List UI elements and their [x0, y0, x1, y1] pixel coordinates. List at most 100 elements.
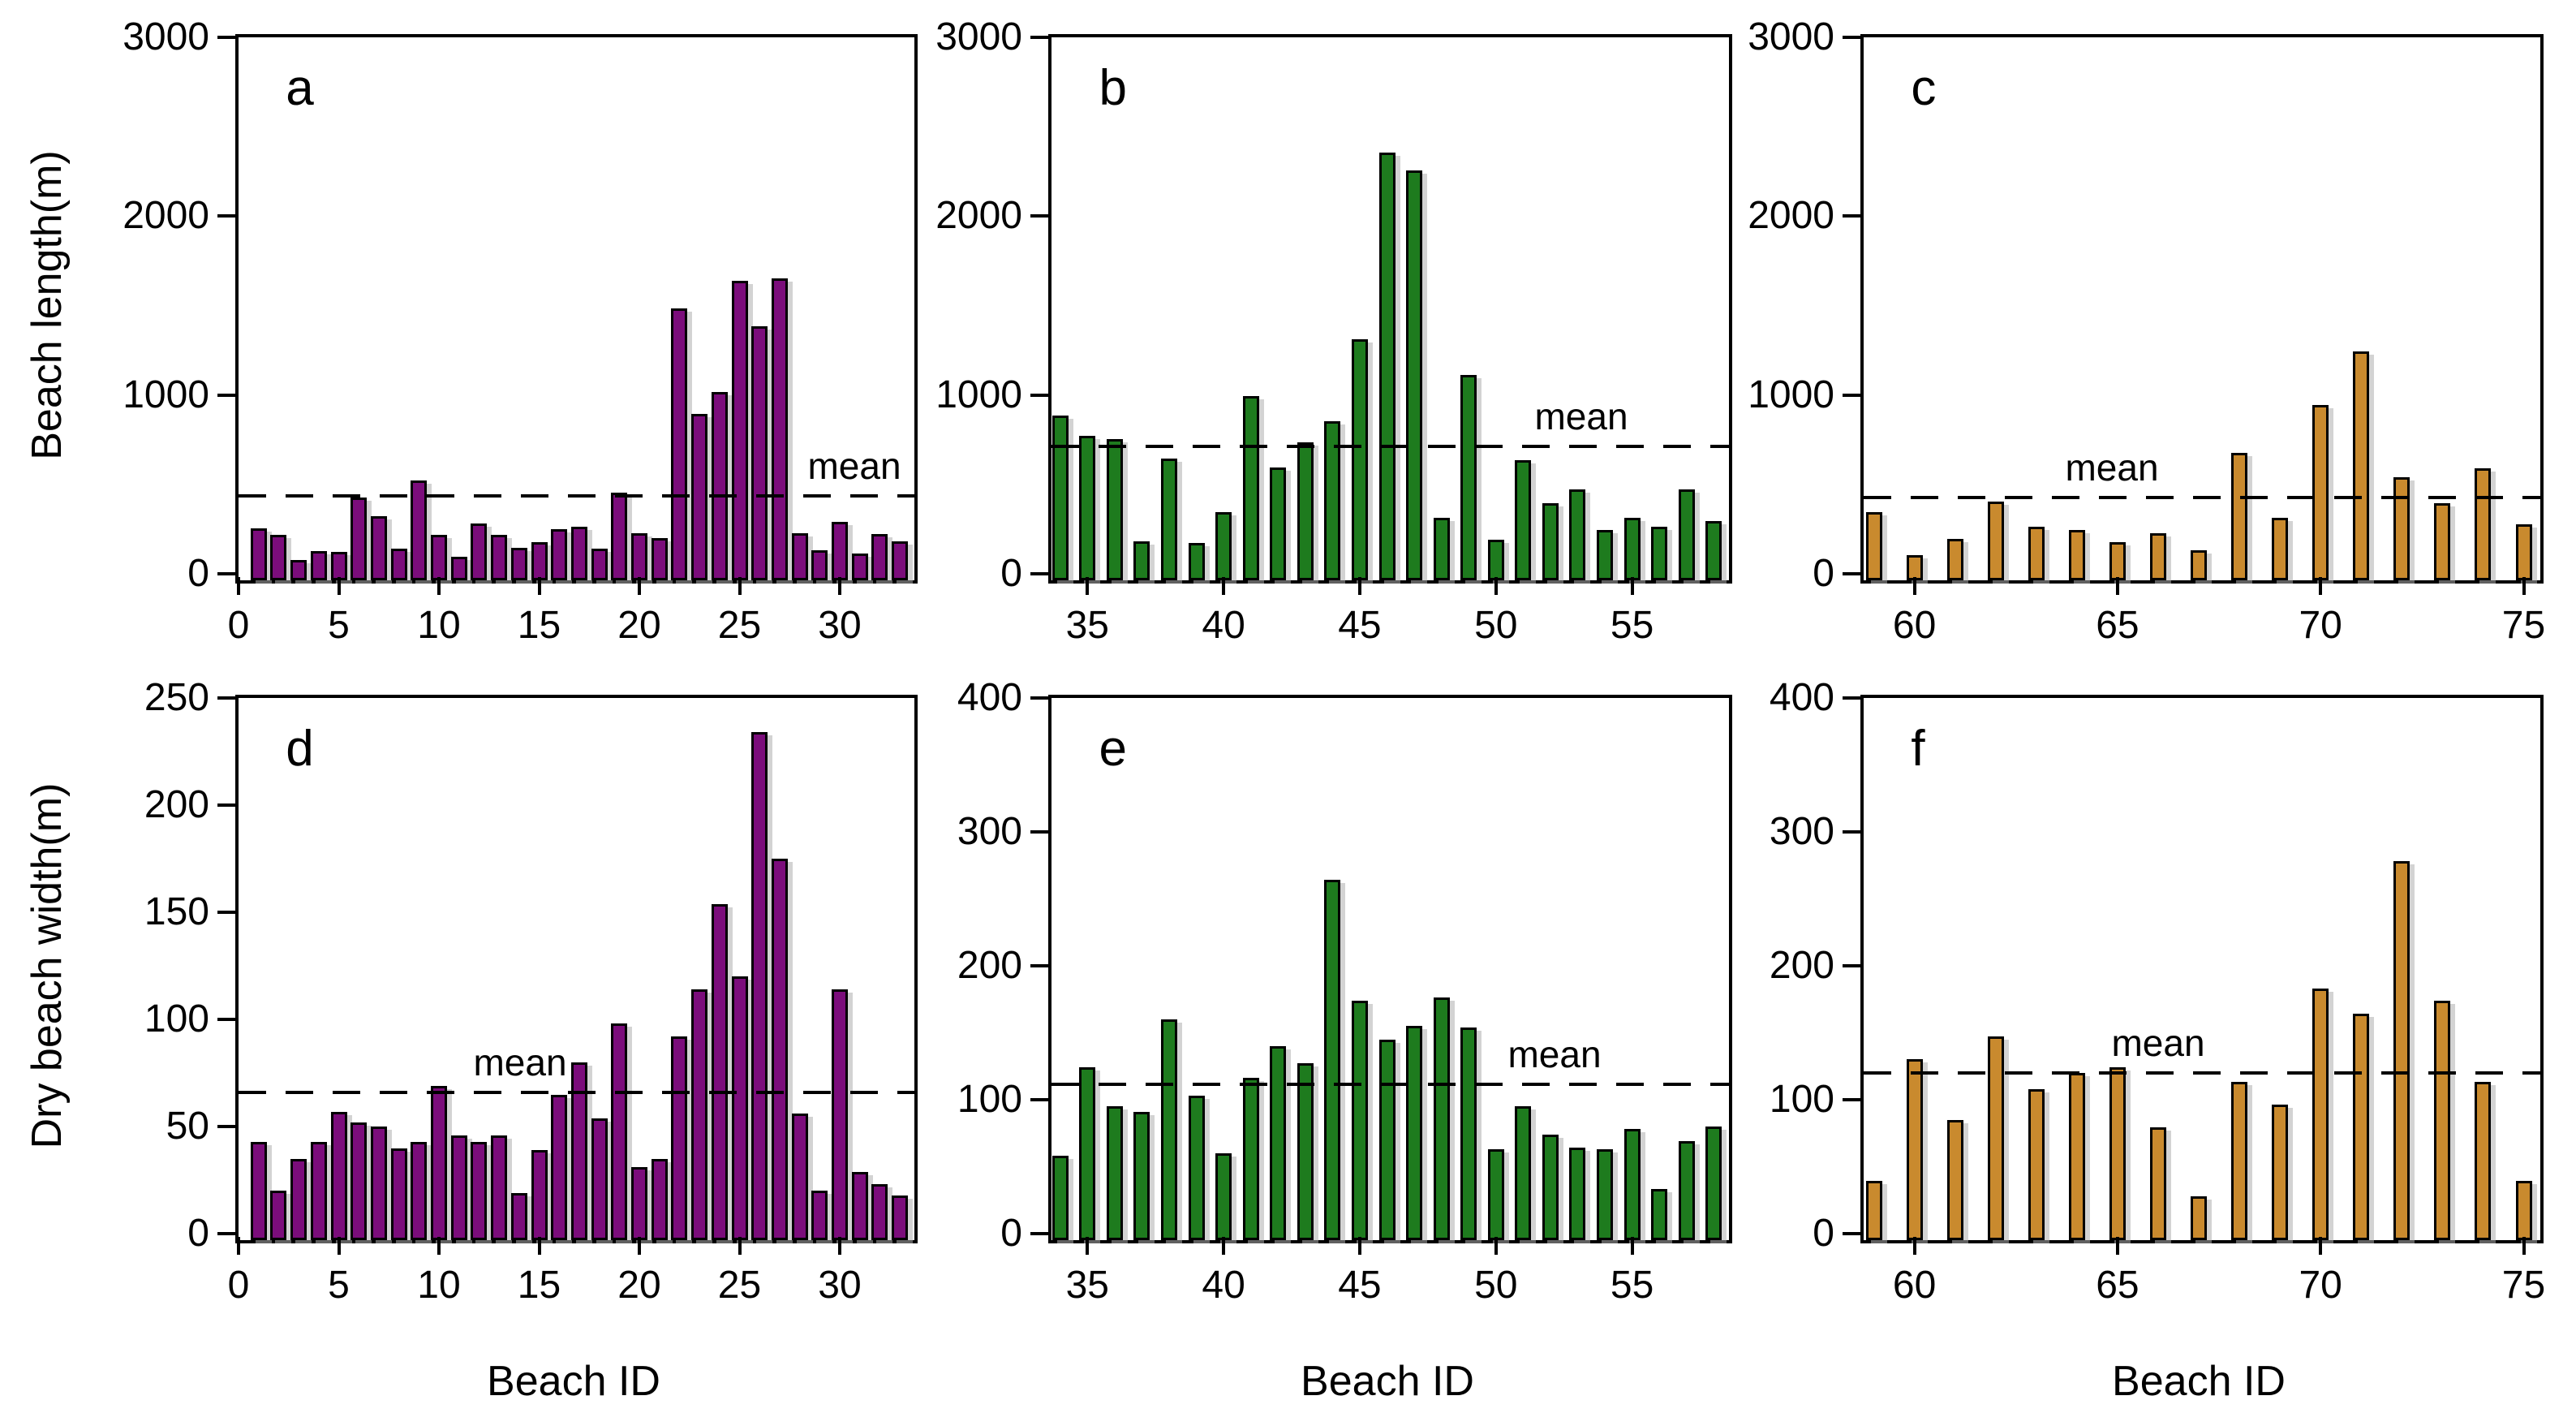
- bar-id-30: [832, 522, 848, 580]
- y-tick-label: 3000: [935, 15, 1022, 58]
- panel-letter-d: d: [286, 720, 314, 777]
- panel-letter-e: e: [1099, 720, 1127, 777]
- bar-id-16: [551, 529, 568, 580]
- x-tick: [838, 1237, 841, 1255]
- x-tick-label: 35: [1065, 1264, 1109, 1307]
- x-tick: [738, 577, 742, 595]
- x-tick: [537, 1237, 541, 1255]
- bar-id-9: [411, 1141, 428, 1240]
- bar-id-23: [691, 989, 708, 1240]
- bar-id-67: [2191, 549, 2207, 580]
- mean-line: [239, 493, 914, 498]
- mean-label: mean: [807, 445, 901, 487]
- bar-id-46: [1378, 1039, 1396, 1240]
- bar-id-55: [1623, 1129, 1641, 1240]
- y-tick: [1843, 964, 1860, 967]
- panel-letter-f: f: [1911, 720, 1925, 777]
- x-tick: [437, 577, 441, 595]
- y-tick: [217, 911, 235, 914]
- x-tick: [1357, 577, 1361, 595]
- bar-id-41: [1242, 396, 1259, 580]
- panel-letter-a: a: [286, 59, 314, 116]
- y-tick: [1843, 36, 1860, 39]
- bar-id-21: [651, 1158, 668, 1240]
- bar-id-10: [431, 534, 447, 580]
- bar-id-42: [1270, 467, 1287, 580]
- bar-id-1: [250, 1141, 267, 1240]
- y-tick: [1030, 572, 1048, 575]
- y-tick-label: 1000: [1748, 373, 1834, 416]
- bar-id-54: [1597, 1148, 1613, 1240]
- x-tick-label: 25: [717, 604, 762, 647]
- bar-id-29: [811, 549, 828, 580]
- bar-id-37: [1133, 1111, 1150, 1240]
- bar-id-58: [1705, 521, 1722, 580]
- bar-id-31: [851, 1171, 868, 1240]
- y-tick-label: 100: [957, 1078, 1022, 1121]
- bar-id-55: [1623, 517, 1641, 580]
- panel-letter-c: c: [1911, 59, 1937, 116]
- x-tick-label: 65: [2096, 604, 2139, 647]
- bar-id-19: [611, 493, 628, 580]
- bar-id-32: [871, 533, 888, 580]
- bar-id-72: [2393, 477, 2410, 580]
- y-tick-label: 2000: [123, 194, 209, 238]
- x-tick-label: 10: [417, 1264, 461, 1307]
- y-tick-label: 100: [1769, 1078, 1834, 1121]
- y-tick: [1030, 393, 1048, 397]
- bar-id-49: [1460, 374, 1477, 580]
- x-tick: [1912, 577, 1916, 595]
- mean-label: mean: [1534, 395, 1628, 437]
- bar-id-36: [1106, 438, 1123, 580]
- x-tick-label: 65: [2096, 1264, 2139, 1307]
- bar-id-13: [491, 1135, 508, 1240]
- y-tick-label: 300: [1769, 810, 1834, 853]
- bar-id-46: [1378, 153, 1396, 580]
- mean-label: mean: [2065, 446, 2159, 489]
- bar-id-27: [771, 859, 788, 1240]
- bar-id-22: [671, 308, 688, 580]
- y-tick-label: 0: [1813, 552, 1834, 595]
- bar-id-74: [2475, 1082, 2492, 1240]
- bar-id-17: [570, 1062, 587, 1240]
- bar-id-71: [2353, 1014, 2370, 1240]
- y-tick-label: 400: [1769, 676, 1834, 719]
- bar-id-7: [370, 1127, 387, 1240]
- bar-id-30: [832, 989, 848, 1240]
- x-tick-label: 60: [1892, 604, 1937, 647]
- panel-letter-b: b: [1099, 59, 1127, 116]
- bar-id-64: [2068, 1072, 2085, 1240]
- x-tick: [638, 1237, 641, 1255]
- x-axis-title: Beach ID: [1301, 1358, 1474, 1405]
- x-tick: [1222, 1237, 1226, 1255]
- bar-id-53: [1569, 1148, 1586, 1240]
- bar-id-14: [510, 1192, 527, 1240]
- y-tick: [1843, 214, 1860, 218]
- bar-id-16: [551, 1094, 568, 1240]
- bar-id-38: [1161, 459, 1177, 580]
- bar-id-32: [871, 1184, 888, 1240]
- bar-id-68: [2231, 452, 2248, 580]
- bar-id-34: [1051, 1156, 1069, 1240]
- y-tick: [1030, 36, 1048, 39]
- bar-id-31: [851, 553, 868, 580]
- bar-id-39: [1188, 1095, 1205, 1240]
- x-tick-label: 70: [2299, 1264, 2342, 1307]
- bar-id-4: [310, 1141, 327, 1240]
- y-tick-label: 400: [957, 676, 1022, 719]
- y-tick-label: 1000: [123, 373, 209, 416]
- panel-a: mean a 0 1000 2000 3000 0 5 10 15 20 25 30: [123, 15, 918, 647]
- y-tick: [1030, 1098, 1048, 1101]
- y-tick: [1843, 830, 1860, 834]
- x-tick-label: 40: [1202, 1264, 1245, 1307]
- bar-id-6: [350, 497, 368, 580]
- x-tick: [2115, 1237, 2119, 1255]
- bar-id-19: [611, 1023, 628, 1240]
- x-tick-label: 5: [328, 604, 350, 647]
- bar-id-68: [2231, 1082, 2248, 1240]
- bar-id-62: [1987, 502, 2004, 580]
- y-tick-label: 150: [144, 890, 209, 933]
- mean-line: [1864, 496, 2540, 500]
- x-tick-label: 50: [1474, 604, 1518, 647]
